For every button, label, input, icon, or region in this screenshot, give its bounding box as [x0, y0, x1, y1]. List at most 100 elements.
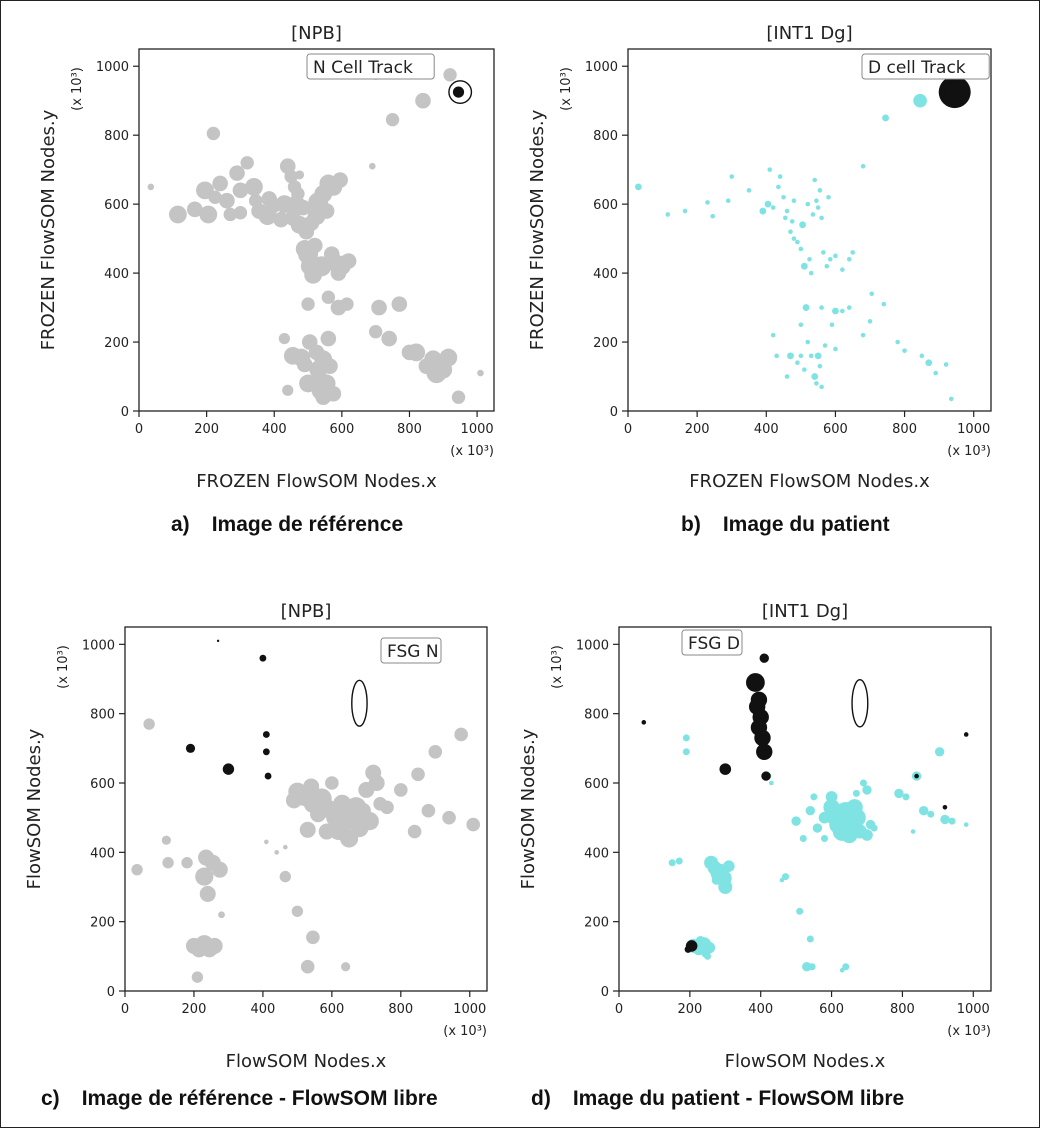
data-point-cyan	[817, 363, 823, 369]
data-point-grey	[161, 835, 171, 845]
x-tick-label: 0	[615, 1002, 623, 1017]
y-multiplier-label: (x 10³)	[70, 67, 85, 111]
data-point-grey	[385, 112, 400, 127]
data-point-cyan	[779, 877, 785, 883]
data-point-grey	[240, 156, 254, 170]
data-point-cyan	[770, 332, 776, 338]
data-point-grey	[284, 169, 298, 184]
data-point-cyan	[767, 167, 773, 172]
x-tick-label: 0	[121, 1002, 129, 1017]
data-point-cyan	[894, 788, 904, 799]
y-tick-label: 800	[104, 129, 129, 144]
data-point-black	[914, 773, 919, 779]
data-point-grey	[199, 205, 218, 224]
data-point-cyan	[814, 198, 819, 203]
data-point-cyan	[839, 967, 845, 973]
data-point-cyan	[799, 834, 807, 842]
data-point-cyan	[723, 860, 735, 872]
y-tick-label: 200	[104, 336, 129, 351]
data-point-grey	[466, 817, 481, 832]
data-point-grey	[439, 348, 458, 367]
x-tick-label: 1000	[957, 422, 990, 437]
data-point-grey	[380, 800, 394, 815]
data-point-cyan	[665, 212, 671, 217]
x-axis-title: FROZEN FlowSOM Nodes.x	[689, 471, 930, 492]
data-point-cyan	[861, 829, 873, 841]
data-point-cyan	[705, 200, 710, 205]
data-point-black	[262, 748, 270, 756]
data-point-cyan	[795, 239, 800, 245]
y-tick-label: 600	[90, 777, 115, 792]
data-point-cyan	[668, 859, 676, 867]
data-point-cyan	[791, 236, 797, 241]
data-point-cyan	[860, 332, 866, 338]
data-point-black	[222, 763, 235, 775]
data-point-black	[185, 743, 196, 753]
data-point-grey	[219, 192, 235, 209]
annotation-label: FSG D	[688, 634, 740, 654]
data-point-grey	[340, 297, 354, 311]
x-tick-label: 600	[823, 422, 848, 437]
data-point-grey	[341, 962, 351, 972]
data-point-grey	[332, 172, 348, 188]
data-point-cyan	[867, 319, 873, 324]
data-point-cyan	[808, 270, 814, 276]
data-point-cyan	[787, 352, 794, 360]
data-point-grey	[325, 776, 339, 790]
x-tick-label: 200	[182, 1002, 207, 1017]
data-point-cyan	[840, 267, 845, 272]
y-tick-label: 800	[90, 708, 115, 723]
data-point-grey	[442, 810, 456, 825]
x-tick-label: 800	[892, 422, 917, 437]
data-point-cyan	[859, 779, 867, 787]
data-point-black	[756, 743, 773, 760]
x-tick-label: 1000	[957, 1002, 990, 1017]
x-tick-label: 400	[250, 1002, 275, 1017]
data-point-black	[942, 804, 948, 810]
data-point-cyan	[812, 823, 823, 833]
data-point-cyan	[812, 177, 817, 183]
y-tick-label: 0	[601, 985, 609, 1000]
y-multiplier-label: (x 10³)	[550, 645, 565, 689]
y-axis-title: FROZEN FlowSOM Nodes.y	[38, 109, 59, 350]
caption-letter: c)	[41, 1087, 60, 1110]
data-point-grey	[195, 867, 214, 886]
data-point-grey	[274, 850, 279, 855]
data-point-cyan	[826, 194, 831, 200]
data-point-cyan	[846, 808, 866, 828]
data-point-cyan	[808, 353, 814, 359]
data-point-grey	[206, 937, 223, 954]
y-tick-label: 0	[107, 985, 115, 1000]
data-point-cyan	[777, 174, 783, 179]
annotation-label: FSG N	[387, 642, 439, 662]
data-point-cyan	[814, 381, 819, 386]
data-point-grey	[322, 358, 338, 374]
data-point-grey	[300, 959, 315, 974]
data-point-cyan	[846, 257, 852, 262]
data-point-cyan	[791, 816, 801, 826]
data-point-cyan	[933, 370, 938, 376]
plot-title: [INT1 Dg]	[766, 23, 852, 44]
data-point-grey	[229, 165, 245, 181]
data-point-grey	[264, 839, 269, 845]
data-point-grey	[212, 175, 228, 192]
y-axis-title: FlowSOM Nodes.y	[518, 728, 539, 889]
plot-title: [INT1 Dg]	[762, 601, 848, 622]
data-point-cyan	[798, 353, 804, 359]
data-point-cyan	[634, 183, 642, 191]
data-point-grey	[301, 297, 315, 311]
data-point-grey	[143, 718, 155, 730]
caption-1: a) Image de référence	[171, 513, 403, 536]
data-point-grey	[407, 343, 426, 362]
y-tick-label: 200	[593, 336, 618, 351]
data-point-cyan	[808, 963, 816, 971]
x-multiplier-label: (x 10³)	[450, 444, 494, 459]
data-point-cyan	[781, 194, 786, 200]
data-point-black	[761, 771, 771, 781]
data-point-grey	[368, 162, 376, 170]
data-point-grey	[421, 803, 436, 818]
data-point-cyan	[919, 353, 925, 359]
data-point-cyan	[829, 322, 835, 328]
y-tick-label: 0	[610, 405, 618, 420]
annotation-label-box	[306, 53, 435, 80]
